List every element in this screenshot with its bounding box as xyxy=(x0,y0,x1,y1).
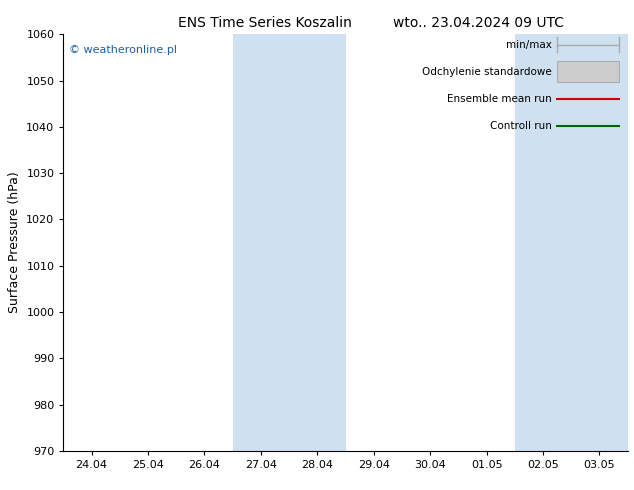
Bar xyxy=(515,34,571,451)
Text: Ensemble mean run: Ensemble mean run xyxy=(447,94,552,104)
Text: © weatheronline.pl: © weatheronline.pl xyxy=(69,45,177,55)
Bar xyxy=(571,34,628,451)
Text: Odchylenie standardowe: Odchylenie standardowe xyxy=(422,67,552,77)
Text: Controll run: Controll run xyxy=(489,121,552,131)
Text: min/max: min/max xyxy=(505,40,552,49)
Text: wto.. 23.04.2024 09 UTC: wto.. 23.04.2024 09 UTC xyxy=(393,16,564,30)
Bar xyxy=(233,34,289,451)
Bar xyxy=(289,34,346,451)
Y-axis label: Surface Pressure (hPa): Surface Pressure (hPa) xyxy=(8,172,21,314)
Text: ENS Time Series Koszalin: ENS Time Series Koszalin xyxy=(178,16,351,30)
Bar xyxy=(557,61,619,82)
